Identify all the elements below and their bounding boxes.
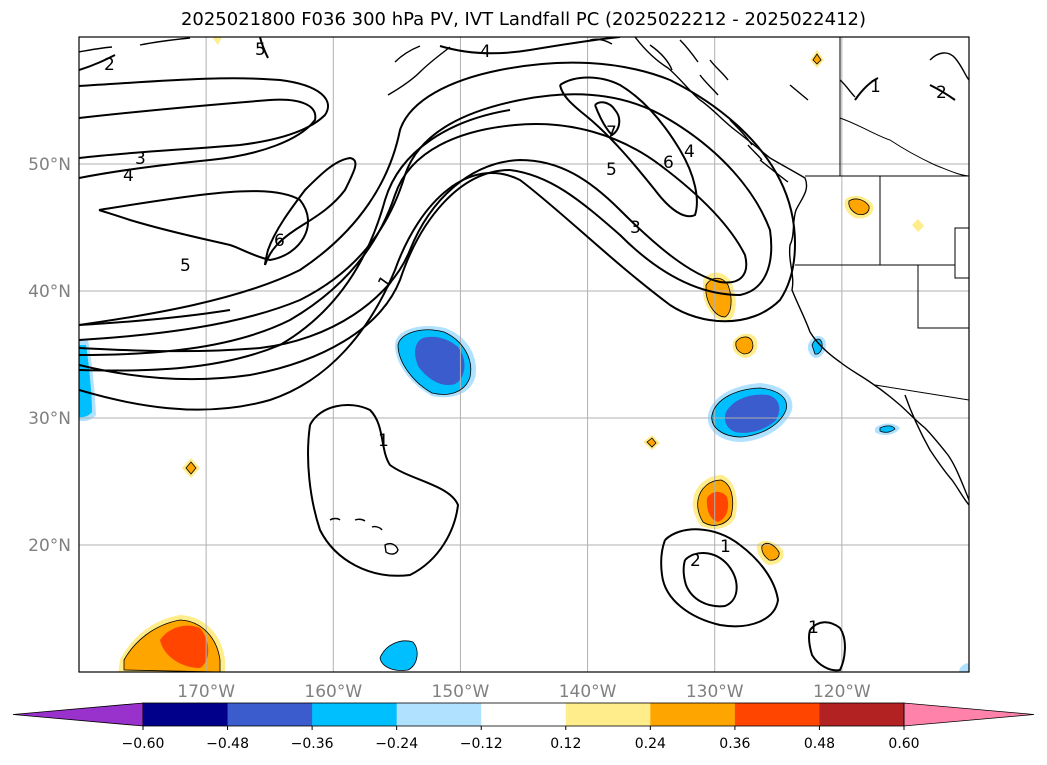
colorbar-tick-label: 0.24	[635, 736, 666, 752]
colorbar-tick-label: 0.48	[804, 736, 835, 752]
lat-tick-label: 30°N	[28, 409, 71, 429]
colorbar	[12, 702, 1035, 727]
contour-label: 6	[663, 153, 674, 173]
map-title: 2025021800 F036 300 hPa PV, IVT Landfall…	[180, 9, 867, 30]
contour-label: 3	[135, 149, 146, 169]
colorbar-bin	[396, 703, 482, 726]
contour-label: 1	[808, 618, 819, 638]
contour-label: 6	[274, 231, 285, 251]
contour-label: 4	[123, 166, 134, 186]
map-area: 1 1 1 1 1 2 2 2 3 3 4 4 4 5 5 5 6 6 7	[79, 37, 969, 672]
pv-contours	[79, 37, 956, 672]
gridlines	[79, 37, 969, 672]
longitude-labels: 170°W 160°W 150°W 140°W 130°W 120°W	[177, 682, 871, 702]
colorbar-under-arrow	[12, 702, 144, 727]
contour-label: 2	[104, 55, 115, 75]
colorbar-bin	[143, 703, 229, 726]
colorbar-tick-label: −0.12	[460, 736, 503, 752]
lon-tick-label: 120°W	[813, 682, 871, 702]
lat-tick-label: 40°N	[28, 282, 71, 302]
contour-label: 3	[630, 218, 641, 238]
colorbar-tick-label: −0.36	[291, 736, 334, 752]
colorbar-over-arrow	[903, 702, 1035, 727]
contour-label: 4	[480, 42, 491, 62]
contour-label: 1	[378, 431, 389, 451]
colorbar-bin	[312, 703, 398, 726]
colorbar-bin	[734, 703, 820, 726]
contour-label: 5	[180, 256, 191, 276]
colorbar-tick-label: −0.24	[375, 736, 418, 752]
lat-tick-label: 50°N	[28, 155, 71, 175]
ivt-outlines	[123, 53, 896, 672]
contour-label: 2	[690, 551, 701, 571]
colorbar-bin	[481, 703, 567, 726]
contour-label: 4	[684, 142, 695, 162]
lon-tick-label: 130°W	[686, 682, 744, 702]
colorbar-tick-label: −0.60	[122, 736, 165, 752]
colorbar-tick-label: −0.48	[206, 736, 249, 752]
coastlines	[79, 37, 969, 555]
colorbar-bin	[650, 703, 736, 726]
lon-tick-label: 140°W	[559, 682, 617, 702]
colorbar-bin	[565, 703, 651, 726]
colorbar-frame	[142, 702, 905, 727]
colorbar-tick-label: 0.60	[888, 736, 919, 752]
latitude-labels: 20°N 30°N 40°N 50°N	[28, 155, 71, 556]
colorbar-tick-label: 0.12	[550, 736, 581, 752]
lon-tick-label: 150°W	[432, 682, 490, 702]
colorbar-bin	[227, 703, 313, 726]
contour-label: 7	[606, 123, 617, 143]
contour-label: 5	[606, 160, 617, 180]
contour-label: 2	[936, 83, 947, 103]
colorbar-bin	[819, 703, 905, 726]
contour-label: 1	[720, 537, 731, 557]
map-frame	[78, 36, 970, 673]
ivt-shading	[79, 37, 969, 672]
political-borders	[795, 37, 969, 401]
contour-label: 5	[255, 40, 266, 60]
lon-tick-label: 170°W	[177, 682, 235, 702]
contour-label: 1	[870, 77, 881, 97]
pv-contour-labels: 1 1 1 1 1 2 2 2 3 3 4 4 4 5 5 5 6 6 7	[104, 40, 947, 638]
colorbar-tick-labels: −0.60 −0.48 −0.36 −0.24 −0.12 0.12 0.24 0.36 0.4…	[122, 726, 920, 752]
lat-tick-label: 20°N	[28, 536, 71, 556]
lon-tick-label: 160°W	[304, 682, 362, 702]
colorbar-tick-label: 0.36	[719, 736, 750, 752]
